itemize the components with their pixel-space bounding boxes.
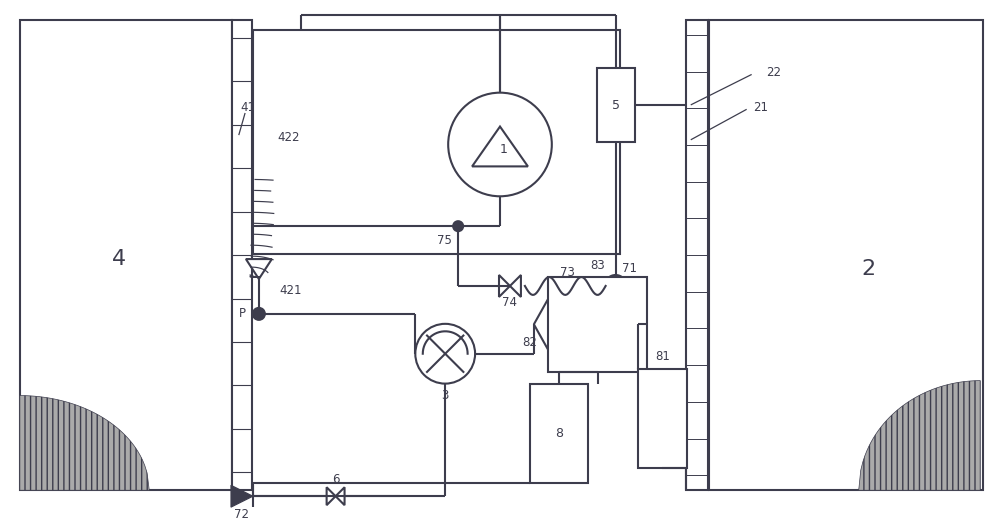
Text: 3: 3 — [442, 389, 449, 402]
Polygon shape — [327, 487, 336, 505]
Text: 4: 4 — [112, 249, 126, 269]
Text: 2: 2 — [862, 259, 876, 279]
Polygon shape — [336, 487, 345, 505]
Text: 72: 72 — [234, 507, 249, 520]
Bar — [597, 68, 635, 143]
Bar — [638, 369, 687, 468]
Polygon shape — [231, 485, 253, 507]
Polygon shape — [510, 275, 521, 297]
Circle shape — [448, 93, 552, 196]
Text: 73: 73 — [560, 266, 575, 279]
Text: 421: 421 — [280, 284, 302, 298]
Bar — [686, 20, 708, 490]
Polygon shape — [246, 259, 272, 279]
Bar — [530, 384, 588, 483]
Text: 75: 75 — [437, 234, 452, 246]
Bar — [20, 20, 232, 490]
Text: 1: 1 — [500, 143, 508, 156]
Text: 74: 74 — [502, 296, 517, 310]
Bar — [232, 20, 252, 490]
Text: 82: 82 — [522, 336, 537, 349]
Text: 5: 5 — [612, 99, 620, 112]
Text: 22: 22 — [767, 66, 782, 79]
Circle shape — [415, 324, 475, 384]
Polygon shape — [472, 126, 528, 167]
Polygon shape — [499, 275, 510, 297]
Polygon shape — [20, 396, 149, 490]
Text: 81: 81 — [655, 350, 670, 363]
Text: 41: 41 — [240, 101, 255, 114]
Bar — [709, 20, 983, 490]
Text: 71: 71 — [622, 262, 637, 275]
Polygon shape — [859, 381, 980, 490]
Text: 21: 21 — [754, 101, 769, 114]
Bar — [548, 277, 647, 372]
Circle shape — [253, 308, 265, 320]
Text: P: P — [239, 307, 246, 321]
Circle shape — [453, 221, 463, 231]
Text: 83: 83 — [590, 258, 605, 271]
Bar — [253, 30, 620, 254]
Text: 8: 8 — [555, 427, 563, 440]
Circle shape — [605, 275, 627, 297]
Text: 6: 6 — [332, 473, 339, 486]
Text: 422: 422 — [278, 131, 300, 144]
